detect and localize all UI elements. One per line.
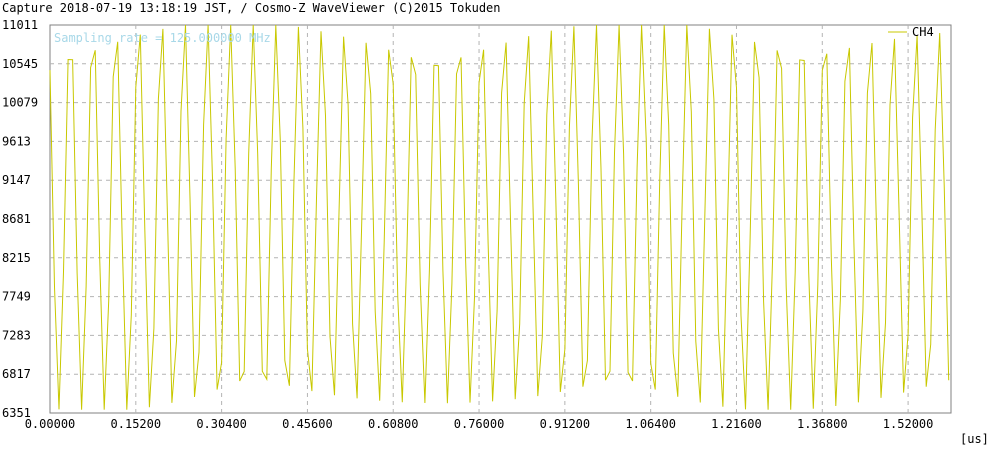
y-tick-label: 6351 <box>2 406 31 420</box>
x-tick-label: 1.36800 <box>797 417 848 431</box>
x-tick-label: 1.06400 <box>625 417 676 431</box>
y-tick-label: 9147 <box>2 173 31 187</box>
y-tick-label: 7749 <box>2 290 31 304</box>
y-tick-label: 6817 <box>2 367 31 381</box>
series-line-ch4 <box>49 24 950 410</box>
sampling-rate-annotation: Sampling rate = 125.000000 MHz <box>54 31 271 45</box>
x-tick-label: 0.91200 <box>540 417 591 431</box>
x-tick-label: 0.00000 <box>25 417 76 431</box>
legend-label-ch4: CH4 <box>912 25 934 39</box>
x-axis-unit: [us] <box>960 432 989 446</box>
x-tick-label: 0.45600 <box>282 417 333 431</box>
x-tick-label: 0.60800 <box>368 417 419 431</box>
x-tick-label: 1.52000 <box>883 417 934 431</box>
x-axis-ticks: 0.00000 0.15200 0.30400 0.45600 0.60800 0.760… <box>25 417 934 431</box>
y-tick-label: 11011 <box>2 18 38 32</box>
y-axis-ticks: 11011 10545 10079 9613 9147 8681 8215 7749 7283 6… <box>2 18 38 420</box>
x-tick-label: 1.21600 <box>711 417 762 431</box>
x-tick-label: 0.30400 <box>196 417 247 431</box>
legend: CH4 <box>888 25 934 39</box>
window-title: Capture 2018-07-19 13:18:19 JST, / Cosmo… <box>2 1 501 15</box>
grid-lines <box>50 25 951 413</box>
y-tick-label: 8681 <box>2 212 31 226</box>
x-tick-label: 0.76000 <box>454 417 505 431</box>
y-tick-label: 7283 <box>2 328 31 342</box>
y-tick-label: 10545 <box>2 57 38 71</box>
x-tick-label: 0.15200 <box>111 417 162 431</box>
y-tick-label: 8215 <box>2 251 31 265</box>
y-tick-label: 9613 <box>2 134 31 148</box>
y-tick-label: 10079 <box>2 96 38 110</box>
